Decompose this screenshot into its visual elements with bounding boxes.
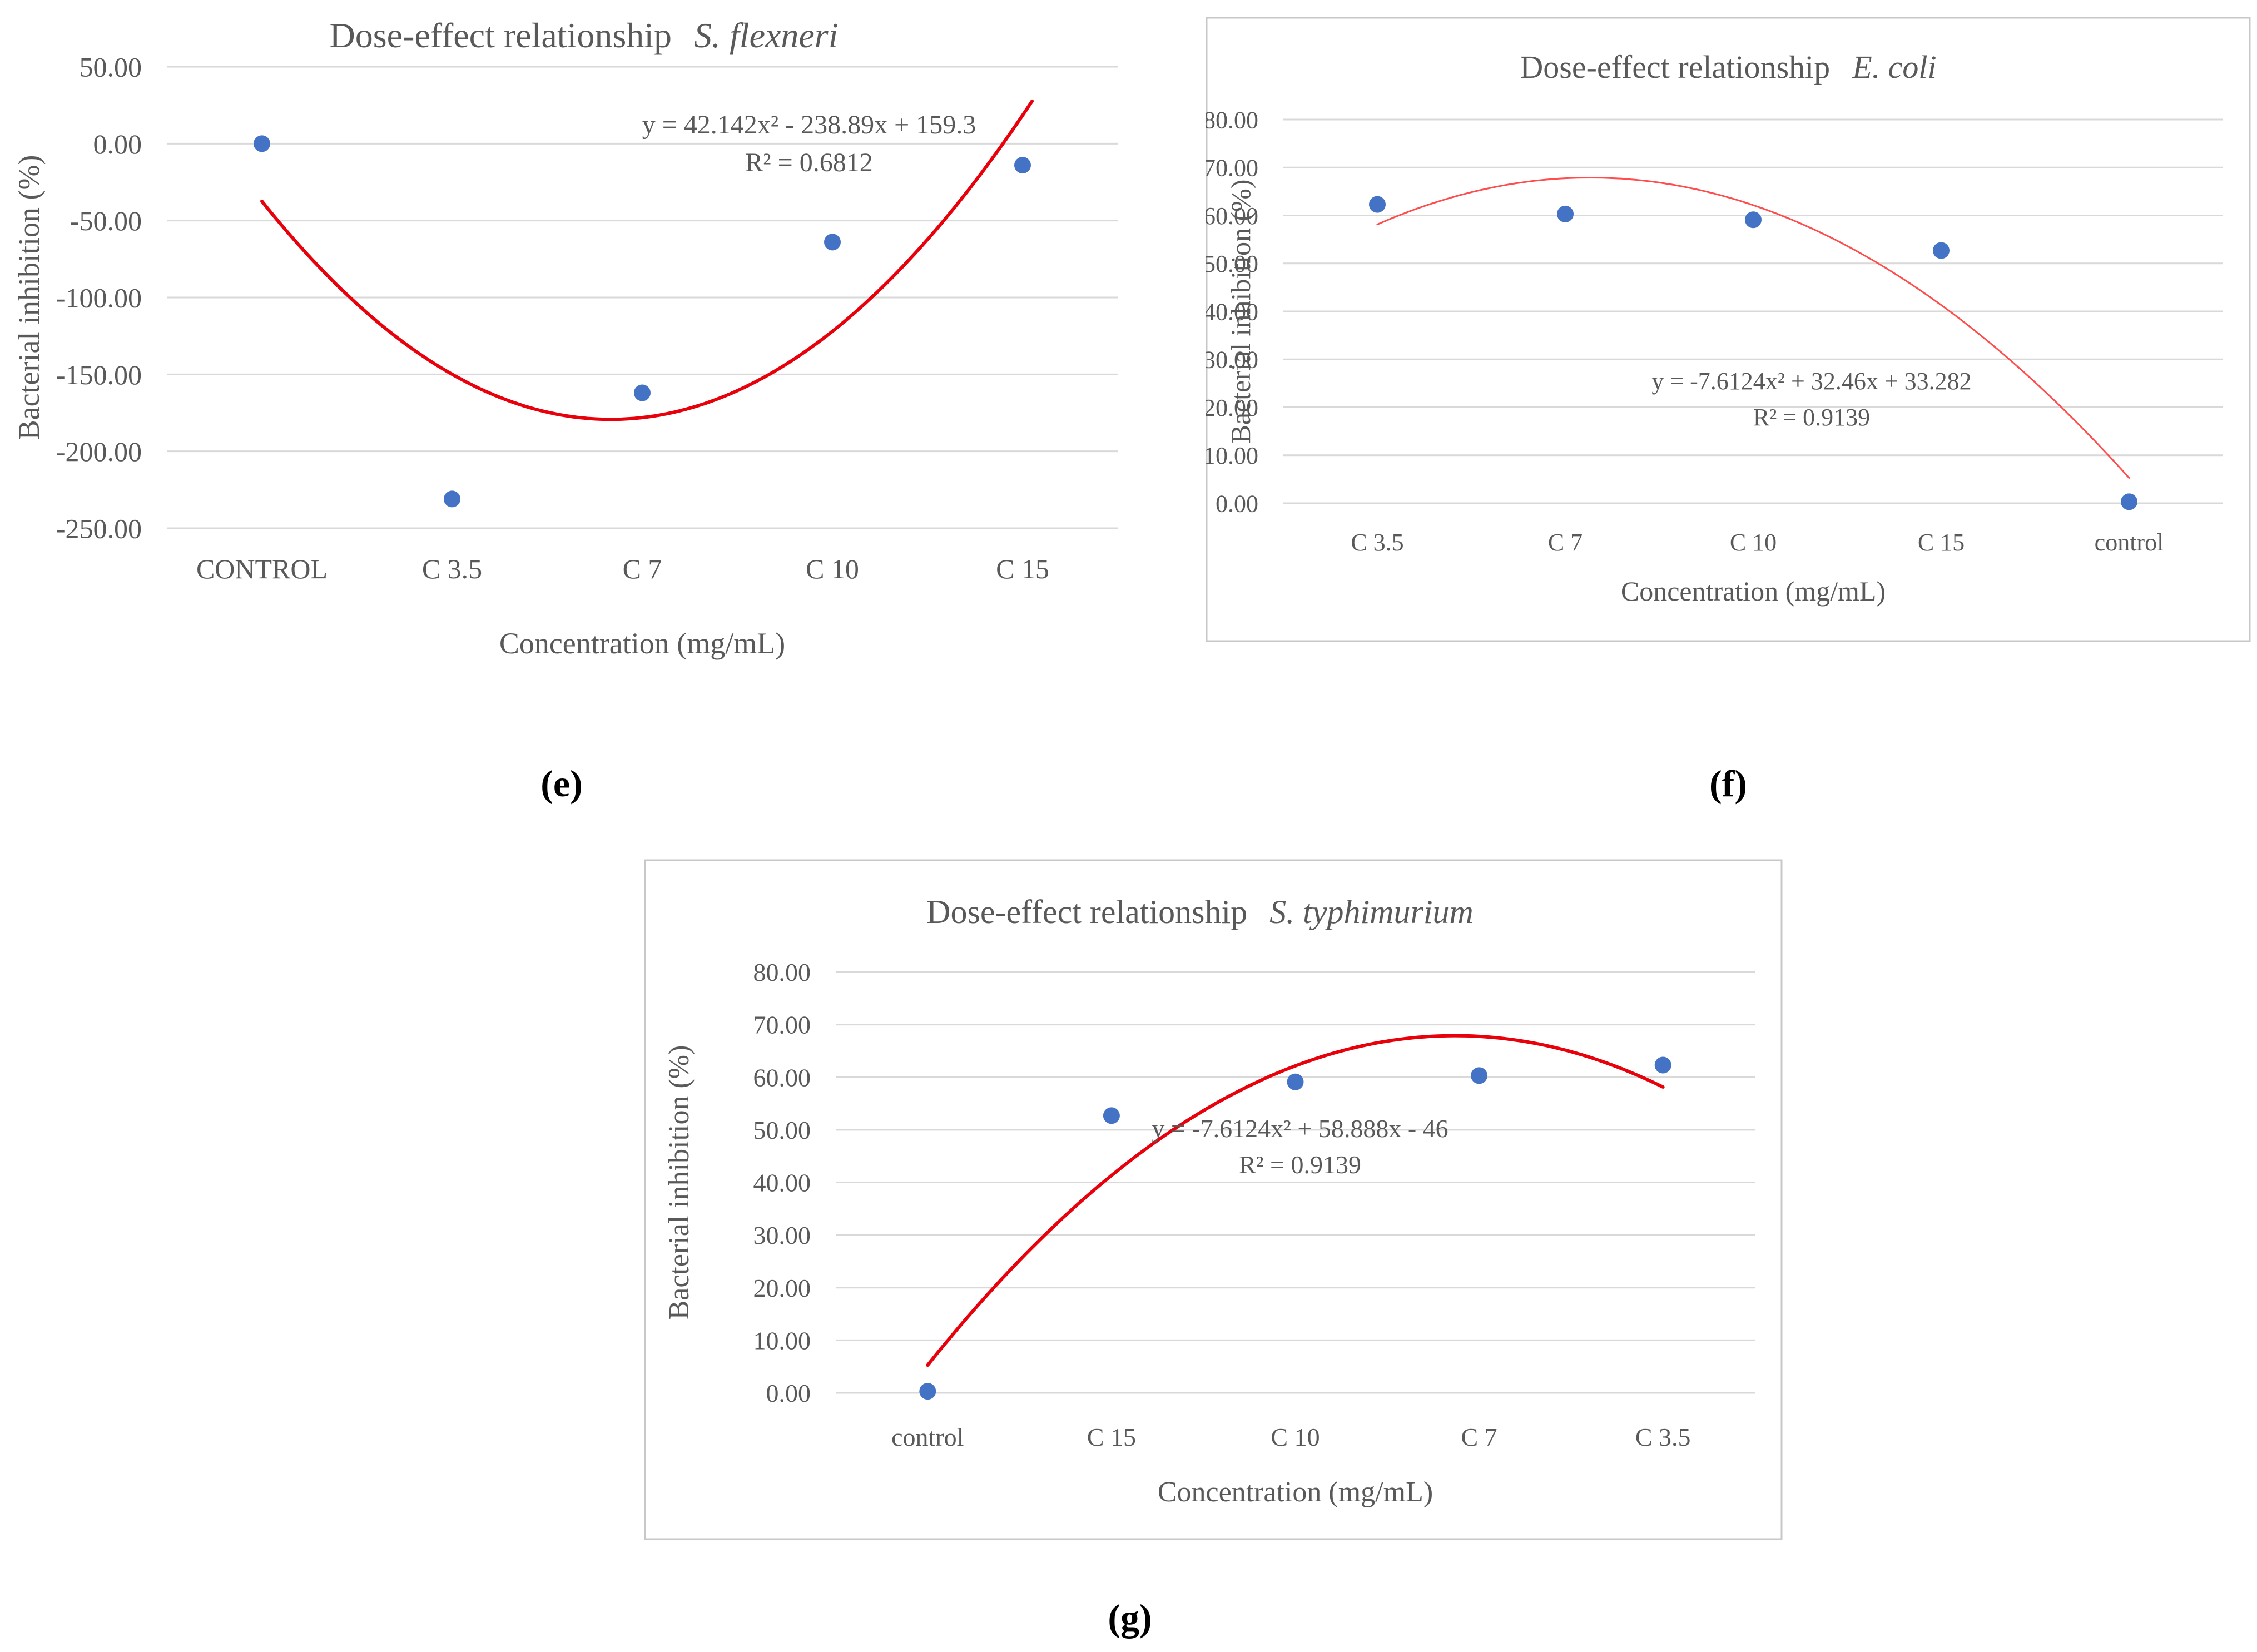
chart-g-title: Dose-effect relationship S. typhimurium	[926, 894, 1474, 930]
chart-g-data-point	[919, 1383, 936, 1400]
chart-e-ytick-label: -250.00	[56, 513, 142, 544]
chart-e-data-point	[634, 384, 651, 401]
chart-g-ytick-label: 80.00	[753, 958, 811, 986]
chart-f-ytick-label: 70.00	[1206, 155, 1258, 182]
chart-g-xtick-label: control	[891, 1423, 964, 1451]
chart-panel-f: 80.00 70.00 60.00 50.00 40.00 30.00 20.00 10.00…	[1206, 17, 2251, 642]
chart-e-data-point	[1014, 157, 1031, 174]
chart-e-y-axis-label: Bacterial inhibition (%)	[12, 155, 46, 440]
chart-f-title: Dose-effect relationship E. coli	[1520, 49, 1936, 85]
chart-f-data-point	[2121, 493, 2137, 510]
chart-g-r2: R² = 0.9139	[1239, 1150, 1361, 1179]
chart-e-title-species: S. flexneri	[694, 16, 838, 55]
chart-g-xtick-label: C 7	[1461, 1423, 1497, 1451]
panel-label-g: (g)	[1108, 1596, 1152, 1639]
chart-e-data-point	[444, 490, 460, 508]
chart-e-ytick-label: -50.00	[70, 205, 142, 236]
chart-f-border	[1206, 17, 2251, 642]
chart-g-ytick-label: 0.00	[766, 1379, 811, 1407]
chart-panel-e: 50.00 0.00 -50.00 -100.00 -150.00 -200.00 -250…	[0, 0, 1145, 684]
panel-label-f: (f)	[1709, 762, 1747, 805]
chart-f-xtick-label: C 10	[1730, 529, 1777, 556]
chart-e-trendline	[260, 99, 1034, 421]
chart-e-title-main: Dose-effect relationship	[330, 16, 672, 55]
chart-g-data-point	[1287, 1073, 1304, 1090]
chart-f-ytick-label: 0.00	[1216, 490, 1258, 517]
panel-label-e: (e)	[540, 762, 583, 805]
chart-g-equation: y = -7.6124x² + 58.888x - 46	[1152, 1114, 1448, 1143]
chart-g-ytick-label: 60.00	[753, 1063, 811, 1092]
chart-f-r2: R² = 0.9139	[1753, 404, 1870, 431]
chart-e-xtick-label: C 10	[806, 553, 859, 584]
chart-f-ytick-label: 20.00	[1206, 394, 1258, 421]
chart-f-ytick-label: 80.00	[1206, 106, 1258, 133]
chart-f-ytick-label: 60.00	[1206, 202, 1258, 230]
chart-e-xtick-label: C 3.5	[422, 553, 482, 584]
chart-f-data-point	[1933, 242, 1950, 259]
chart-f-x-axis-label: Concentration (mg/mL)	[1621, 576, 1886, 607]
chart-f-xtick-label: control	[2095, 529, 2164, 556]
chart-f-title-species: E. coli	[1852, 49, 1936, 85]
chart-g-x-axis-label: Concentration (mg/mL)	[1158, 1476, 1433, 1508]
chart-f-ytick-label: 10.00	[1206, 442, 1258, 469]
chart-e-xtick-label: CONTROL	[196, 553, 328, 584]
chart-g-ytick-label: 10.00	[753, 1326, 811, 1355]
chart-f-equation: y = -7.6124x² + 32.46x + 33.282	[1651, 368, 1971, 395]
chart-g-xtick-label: C 3.5	[1635, 1423, 1691, 1451]
chart-g-data-point	[1471, 1067, 1488, 1084]
chart-g-data-point	[1654, 1056, 1671, 1074]
chart-g-ytick-label: 40.00	[753, 1169, 811, 1197]
chart-e-ytick-label: 50.00	[80, 52, 142, 83]
chart-f-data-point	[1557, 205, 1574, 222]
chart-e-ytick-label: -200.00	[56, 436, 142, 467]
chart-e-xtick-label: C 15	[996, 553, 1049, 584]
chart-e-x-axis-label: Concentration (mg/mL)	[499, 627, 785, 660]
chart-f-xtick-label: C 3.5	[1351, 529, 1403, 556]
chart-f-trendline	[1376, 176, 2130, 479]
chart-e-xtick-label: C 7	[623, 553, 662, 584]
chart-g-border	[644, 859, 1783, 1540]
chart-g-data-point	[1103, 1107, 1120, 1124]
chart-e-data-point	[824, 234, 841, 251]
chart-f-data-point	[1745, 211, 1762, 229]
chart-g-svg: 80.00 70.00 60.00 50.00 40.00 30.00 20.00 10.00…	[644, 859, 1783, 1540]
chart-g-ytick-label: 70.00	[753, 1011, 811, 1039]
chart-e-ytick-label: -150.00	[56, 359, 142, 390]
chart-e-svg: 50.00 0.00 -50.00 -100.00 -150.00 -200.00 -250…	[12, 16, 1118, 660]
chart-f-xtick-label: C 7	[1548, 529, 1583, 556]
chart-g-ytick-label: 30.00	[753, 1221, 811, 1249]
chart-g-y-axis-label: Bacterial inhibition (%)	[663, 1045, 695, 1320]
chart-g-xtick-label: C 10	[1271, 1423, 1320, 1451]
chart-e-title: Dose-effect relationship S. flexneri	[330, 16, 839, 55]
chart-e-ytick-label: -100.00	[56, 282, 142, 314]
chart-panel-g: 80.00 70.00 60.00 50.00 40.00 30.00 20.00 10.00…	[644, 859, 1783, 1540]
chart-e-r2: R² = 0.6812	[745, 148, 872, 177]
chart-f-ytick-label: 30.00	[1206, 346, 1258, 374]
chart-f-title-main: Dose-effect relationship	[1520, 49, 1830, 85]
chart-f-svg: 80.00 70.00 60.00 50.00 40.00 30.00 20.00 10.00…	[1206, 17, 2251, 642]
chart-g-ytick-label: 20.00	[753, 1274, 811, 1302]
chart-f-ytick-label: 40.00	[1206, 298, 1258, 325]
chart-e-equation: y = 42.142x² - 238.89x + 159.3	[642, 110, 976, 140]
chart-f-xtick-label: C 15	[1918, 529, 1965, 556]
chart-g-xtick-label: C 15	[1087, 1423, 1136, 1451]
chart-g-trendline	[926, 1034, 1665, 1367]
chart-f-data-point	[1369, 196, 1386, 213]
chart-g-ytick-label: 50.00	[753, 1116, 811, 1144]
chart-g-title-main: Dose-effect relationship	[926, 894, 1247, 930]
chart-f-y-axis-label: Bacterial inhibition (%)	[1225, 180, 1256, 444]
chart-e-data-point	[254, 135, 270, 152]
chart-g-title-species: S. typhimurium	[1269, 894, 1474, 930]
chart-e-ytick-label: 0.00	[93, 128, 142, 160]
chart-f-ytick-label: 50.00	[1206, 250, 1258, 277]
